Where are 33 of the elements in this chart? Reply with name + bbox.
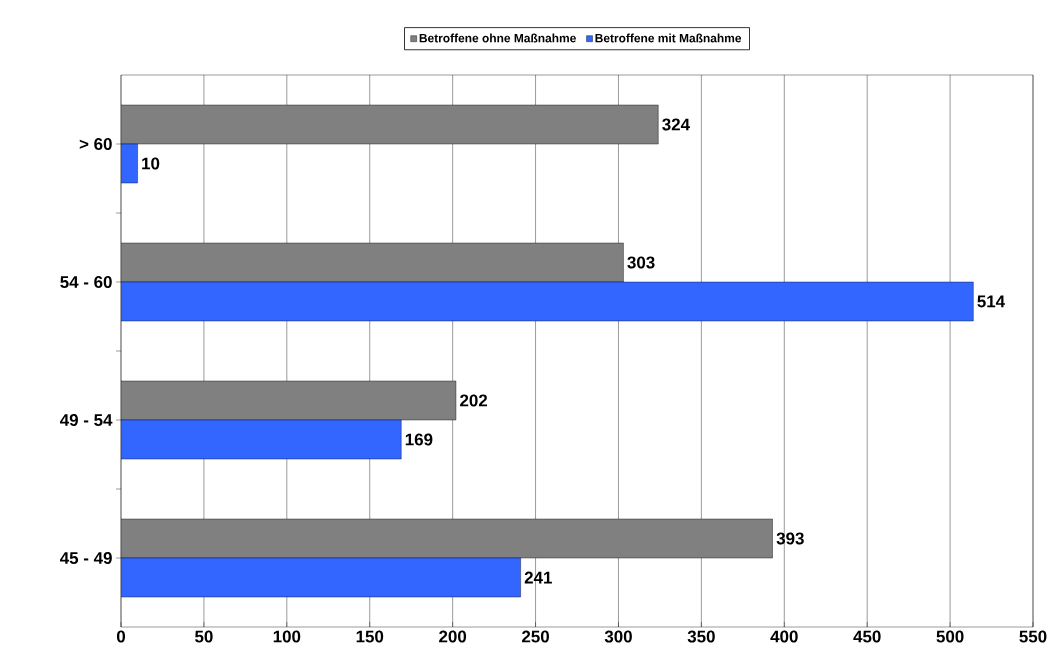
x-tick-label: 150	[356, 630, 384, 643]
legend-label: Betroffene mit Maßnahme	[595, 33, 742, 43]
bar	[121, 518, 773, 559]
y-tick-label: 49 - 54	[60, 414, 113, 427]
bar	[121, 380, 457, 421]
data-label: 514	[977, 295, 1005, 308]
data-label: 393	[776, 532, 804, 545]
data-label: 169	[405, 433, 433, 446]
x-tick-label: 100	[273, 630, 301, 643]
x-tick-label: 500	[936, 630, 964, 643]
bar	[121, 419, 402, 460]
bar	[121, 104, 659, 145]
bar	[121, 557, 521, 598]
data-label: 303	[627, 256, 655, 269]
y-tick-label: 45 - 49	[60, 552, 112, 565]
legend-label: Betroffene ohne Maßnahme	[419, 33, 576, 43]
x-tick-label: 400	[770, 630, 798, 643]
data-label: 10	[142, 157, 160, 170]
x-tick-label: 0	[116, 630, 126, 643]
x-tick-label: 250	[522, 630, 549, 643]
data-label: 241	[524, 571, 552, 584]
bar	[121, 242, 624, 283]
x-tick-label: 50	[195, 630, 213, 643]
x-tick-label: 550	[1019, 630, 1047, 643]
x-tick-label: 300	[604, 630, 632, 643]
x-tick-label: 200	[439, 630, 467, 643]
x-tick-label: 450	[853, 630, 881, 643]
data-label: 324	[662, 118, 690, 131]
data-label: 202	[460, 394, 488, 407]
x-tick-label: 350	[687, 630, 715, 643]
bar	[121, 281, 974, 322]
y-tick-label: 54 - 60	[60, 276, 112, 289]
y-tick-label: > 60	[79, 138, 112, 151]
